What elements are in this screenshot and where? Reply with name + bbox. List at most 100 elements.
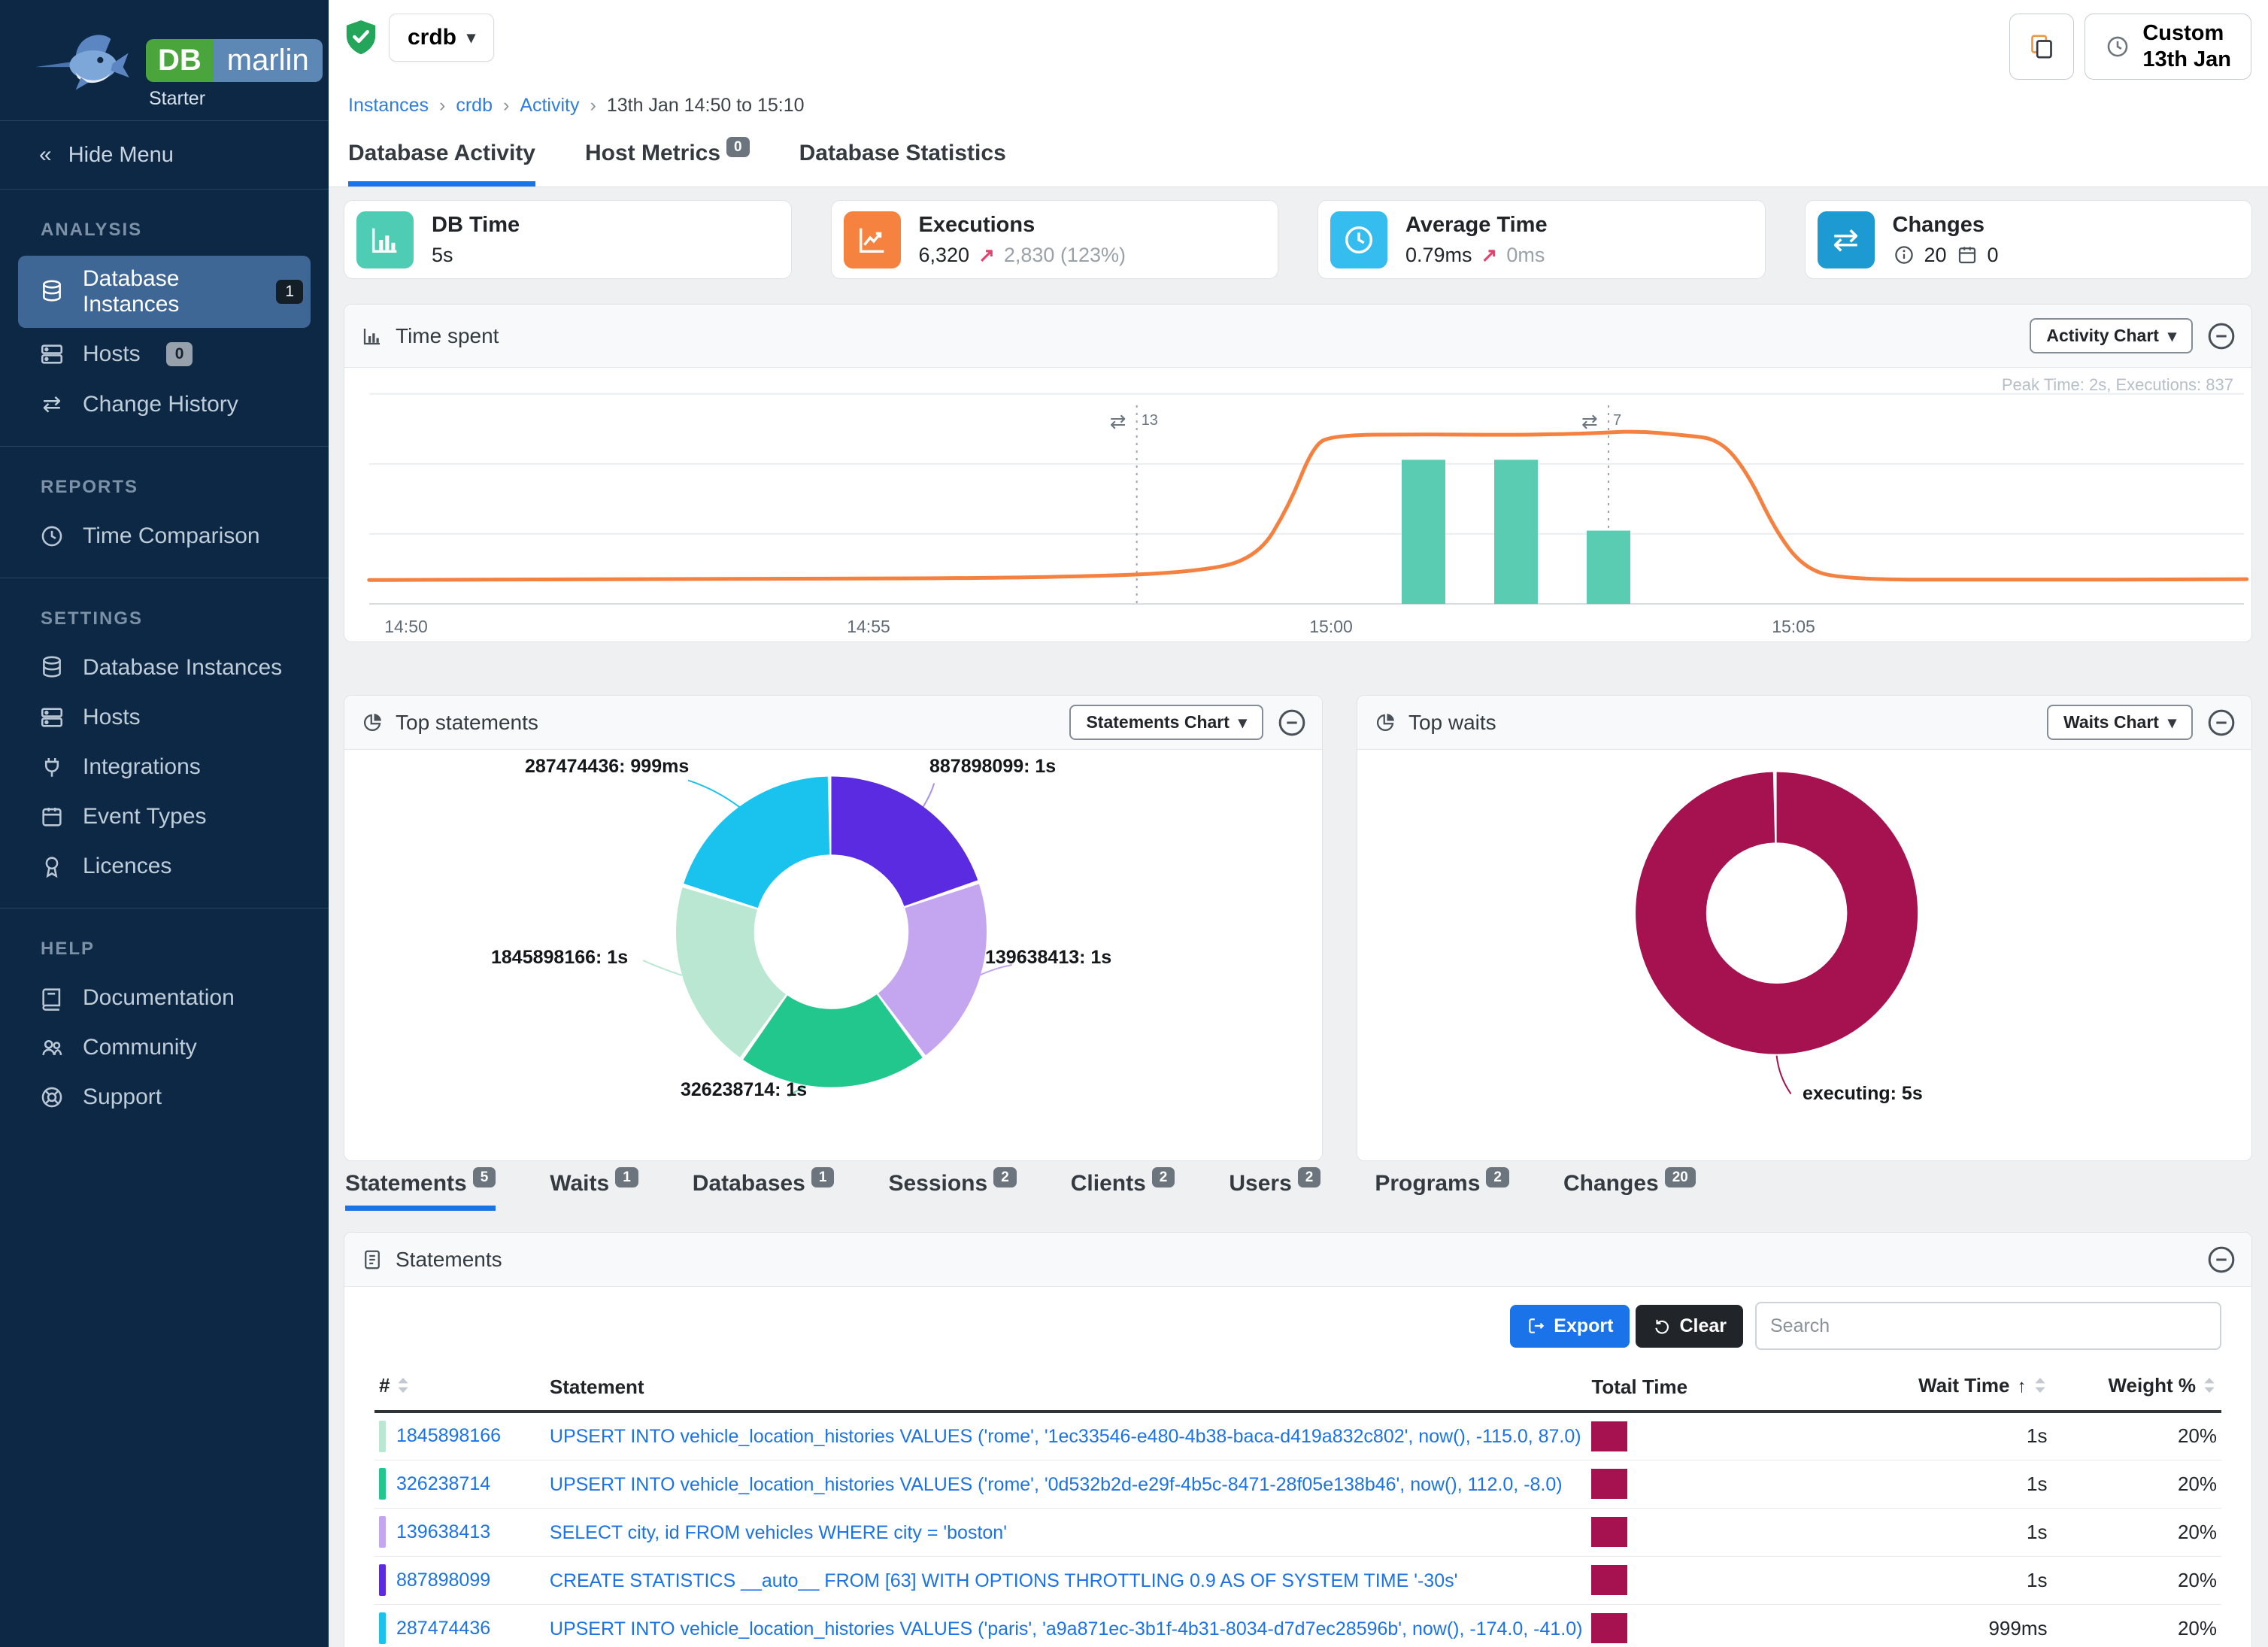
main-tabs: Database Activity Host Metrics 0 Database… (344, 121, 2251, 187)
table-row: 1845898166 UPSERT INTO vehicle_location_… (374, 1412, 2221, 1460)
kpi-executions: Executions 6,320 ↗ 2,830 (123%) (830, 200, 1278, 279)
statement-link[interactable]: SELECT city, id FROM vehicles WHERE city… (549, 1521, 1007, 1543)
kpi-db-time: DB Time 5s (344, 200, 792, 279)
certificate-icon (45, 857, 59, 878)
col-wait-time[interactable]: Wait Time ↑ (1839, 1363, 2052, 1413)
peak-note: Peak Time: 2s, Executions: 837 (2001, 375, 2233, 394)
collapse-button[interactable] (2206, 1245, 2236, 1275)
collapse-button[interactable] (2206, 708, 2236, 738)
time-range-line2: 13th Jan (2142, 47, 2231, 71)
statement-id-link[interactable]: 887898099 (396, 1569, 491, 1591)
waits-chart-select[interactable]: Waits Chart ▾ (2046, 705, 2193, 740)
sidebar-item-event-types[interactable]: Event Types (18, 793, 311, 840)
statement-id-link[interactable]: 326238714 (396, 1473, 491, 1494)
activity-chart-select[interactable]: Activity Chart ▾ (2030, 318, 2193, 353)
sidebar-item-time-comparison[interactable]: Time Comparison (18, 513, 311, 560)
tab-waits[interactable]: Waits 1 (550, 1167, 638, 1206)
breadcrumb: Instances › crdb › Activity › 13th Jan 14:5… (348, 95, 805, 116)
time-spent-chart[interactable]: Peak Time: 2s, Executions: 837 14:50 14:5… (344, 368, 2251, 642)
info-circle-icon (1894, 246, 1913, 264)
tab-statements[interactable]: Statements 5 (345, 1167, 496, 1211)
sidebar-item-change-history[interactable]: ⇄ Change History (18, 381, 311, 428)
tab-database-statistics[interactable]: Database Statistics (799, 141, 1006, 165)
donut-label: 326238714: 1s (681, 1079, 808, 1100)
col-statement[interactable]: Statement (544, 1363, 1587, 1413)
col-id[interactable]: # (374, 1363, 545, 1413)
export-button[interactable]: Export (1510, 1304, 1630, 1348)
sidebar-item-label: Hosts (83, 705, 141, 729)
clear-button[interactable]: Clear (1636, 1304, 1743, 1348)
tab-users[interactable]: Users 2 (1229, 1167, 1321, 1206)
statement-id-link[interactable]: 287474436 (396, 1617, 491, 1639)
undo-icon (1655, 1319, 1669, 1334)
sidebar-item-hosts-settings[interactable]: Hosts (18, 694, 311, 741)
statements-chart-select[interactable]: Statements Chart ▾ (1069, 705, 1263, 740)
weight-value: 20% (2051, 1556, 2221, 1605)
statement-link[interactable]: UPSERT INTO vehicle_location_histories V… (549, 1618, 1583, 1639)
count-badge: 1 (276, 280, 303, 304)
trend-up-icon: ↗ (978, 243, 995, 266)
sidebar-item-support[interactable]: Support (18, 1074, 311, 1121)
tab-programs[interactable]: Programs 2 (1375, 1167, 1509, 1206)
svg-text:15:05: 15:05 (1772, 617, 1815, 636)
kpi-calendar-count: 0 (1987, 243, 1999, 266)
instance-name: crdb (408, 25, 457, 50)
time-range-button[interactable]: Custom 13th Jan (2085, 14, 2251, 80)
clock-icon (1330, 211, 1387, 268)
instance-selector[interactable]: crdb ▾ (389, 14, 495, 62)
sidebar-item-label: Change History (83, 391, 238, 417)
sidebar-item-licences[interactable]: Licences (18, 843, 311, 890)
breadcrumb-activity[interactable]: Activity (520, 95, 580, 116)
sidebar-item-community[interactable]: Community (18, 1024, 311, 1071)
breadcrumb-instances[interactable]: Instances (348, 95, 429, 116)
brand-badge: DB marlin (146, 39, 323, 82)
donut-svg (1636, 772, 1918, 1095)
export-icon (1529, 1318, 1545, 1333)
hide-menu-label: Hide Menu (68, 142, 174, 167)
brand-marlin: marlin (213, 39, 323, 82)
statement-id-link[interactable]: 139638413 (396, 1521, 491, 1542)
total-time-bar (1591, 1613, 1628, 1643)
waits-donut-chart[interactable]: executing: 5s (1357, 750, 2251, 1160)
kpi-title: Changes (1892, 212, 1984, 237)
breadcrumb-current: 13th Jan 14:50 to 15:10 (606, 95, 805, 116)
kpi-title: Average Time (1405, 212, 1548, 237)
document-list-icon (365, 1250, 380, 1269)
statements-donut-chart[interactable]: 287474436: 999ms 887898099: 1s 184589816… (344, 750, 1322, 1160)
sidebar-item-database-instances[interactable]: Database Instances 1 (18, 256, 311, 328)
tab-clients[interactable]: Clients 2 (1071, 1167, 1175, 1206)
sidebar-item-hosts[interactable]: Hosts 0 (18, 331, 311, 378)
collapse-button[interactable] (2206, 321, 2236, 351)
sidebar-item-label: Community (83, 1035, 197, 1060)
tab-database-activity[interactable]: Database Activity (348, 141, 535, 187)
col-weight[interactable]: Weight % (2051, 1363, 2221, 1413)
panel-title: Top statements (396, 710, 538, 734)
tab-sessions[interactable]: Sessions 2 (888, 1167, 1017, 1206)
tab-changes[interactable]: Changes 20 (1563, 1167, 1696, 1206)
tab-host-metrics[interactable]: Host Metrics 0 (585, 137, 750, 187)
statement-link[interactable]: CREATE STATISTICS __auto__ FROM [63] WIT… (549, 1570, 1458, 1591)
pie-chart-icon (364, 713, 381, 731)
section-tabs: Statements 5 Waits 1 Databases 1 Sessions 2 … (344, 1167, 2252, 1213)
sidebar-item-label: Database Instances (83, 266, 180, 317)
statement-id-link[interactable]: 1845898166 (396, 1425, 502, 1447)
statement-link[interactable]: UPSERT INTO vehicle_location_histories V… (549, 1426, 1581, 1448)
tab-databases[interactable]: Databases 1 (693, 1167, 835, 1206)
sidebar-item-integrations[interactable]: Integrations (18, 744, 311, 790)
caret-down-icon: ▾ (467, 28, 476, 47)
sidebar-item-documentation[interactable]: Documentation (18, 975, 311, 1021)
search-input[interactable] (1755, 1302, 2221, 1350)
breadcrumb-crdb[interactable]: crdb (456, 95, 493, 116)
collapse-button[interactable] (1277, 708, 1307, 738)
time-series-chart: 14:50 14:55 15:00 15:05 ⇄ 13 ⇄ 7 (367, 393, 2249, 636)
copy-link-button[interactable] (2009, 14, 2075, 80)
pie-chart-icon (1377, 713, 1394, 731)
sidebar-item-label: Database Instances (83, 655, 283, 680)
wait-time-value: 1s (1839, 1460, 2052, 1509)
trend-up-icon: ↗ (1481, 243, 1498, 266)
panel-title: Time spent (396, 323, 499, 347)
sidebar-item-database-instances-settings[interactable]: Database Instances (18, 645, 311, 691)
statement-link[interactable]: UPSERT INTO vehicle_location_histories V… (549, 1473, 1563, 1495)
hide-menu-button[interactable]: « Hide Menu (0, 121, 329, 189)
col-total-time[interactable]: Total Time (1587, 1363, 1839, 1413)
